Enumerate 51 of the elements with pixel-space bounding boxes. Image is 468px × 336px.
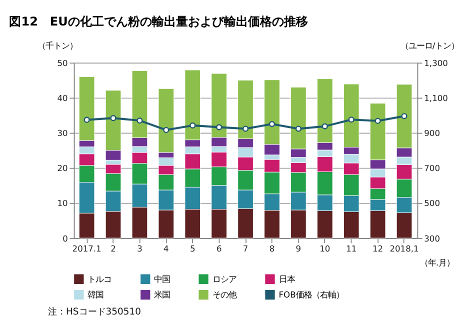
x-axis-title: （年.月） xyxy=(420,257,455,268)
y-tick-label: 20 xyxy=(57,163,68,174)
legend-label: 米国 xyxy=(154,290,170,300)
y-tick-label: 40 xyxy=(57,92,68,103)
x-tick-label: 10 xyxy=(320,243,330,254)
point xyxy=(110,115,116,122)
x-tick-label: 4 xyxy=(164,243,169,254)
x-tick-label: 2017.1 xyxy=(72,243,102,254)
legend-label: 中国 xyxy=(154,274,170,284)
x-tick-label: 6 xyxy=(216,243,222,254)
point xyxy=(242,126,249,132)
y2-tick-label: 1,300 xyxy=(424,58,448,68)
y2-tick-label: 1,100 xyxy=(424,92,448,103)
y-tick-label: 50 xyxy=(57,58,68,68)
text: 注：HSコード350510 xyxy=(48,306,142,318)
point xyxy=(163,126,170,134)
x-tick-label: 3 xyxy=(137,243,142,254)
legend-label: ロシア xyxy=(212,274,236,284)
x-tick-label: 11 xyxy=(346,243,357,254)
point xyxy=(401,113,408,120)
legend-label: その他 xyxy=(212,290,236,300)
y-tick-label: 10 xyxy=(57,198,68,208)
point xyxy=(136,117,143,124)
y2-tick-label: 300 xyxy=(424,233,440,244)
y-tick-label: 30 xyxy=(57,128,68,138)
x-tick-label: 12 xyxy=(372,243,384,254)
y2-tick-label: 900 xyxy=(424,128,440,138)
y-axis-title: （千トン） xyxy=(37,40,78,50)
x-tick-label: 5 xyxy=(190,243,196,254)
chart-title: 図12 EUの化工でん粉の輸出量および輸出価格の推移 xyxy=(9,14,308,29)
y2-tick-label: 500 xyxy=(424,198,440,208)
x-tick-label: 2018,1 xyxy=(390,243,419,254)
legend-label: FOB価格（右軸） xyxy=(278,290,344,300)
y2-tick-label: 700 xyxy=(424,163,440,174)
y-tick-label: 0 xyxy=(62,233,68,244)
point xyxy=(190,122,196,128)
x-tick-label: 8 xyxy=(269,243,275,254)
point xyxy=(84,116,90,123)
point xyxy=(348,116,354,123)
point xyxy=(216,124,222,130)
point xyxy=(322,123,328,130)
point xyxy=(295,126,302,132)
legend-label: 韓国 xyxy=(88,290,104,300)
point xyxy=(374,118,381,124)
x-tick-label: 2 xyxy=(110,243,116,254)
legend-label: トルコ xyxy=(88,274,112,284)
legend-label: 日本 xyxy=(278,274,295,284)
x-tick-label: 9 xyxy=(296,243,302,254)
point xyxy=(268,121,276,128)
x-tick-label: 7 xyxy=(242,243,248,254)
y2-axis-title: （ユーロ/トン） xyxy=(400,40,460,50)
